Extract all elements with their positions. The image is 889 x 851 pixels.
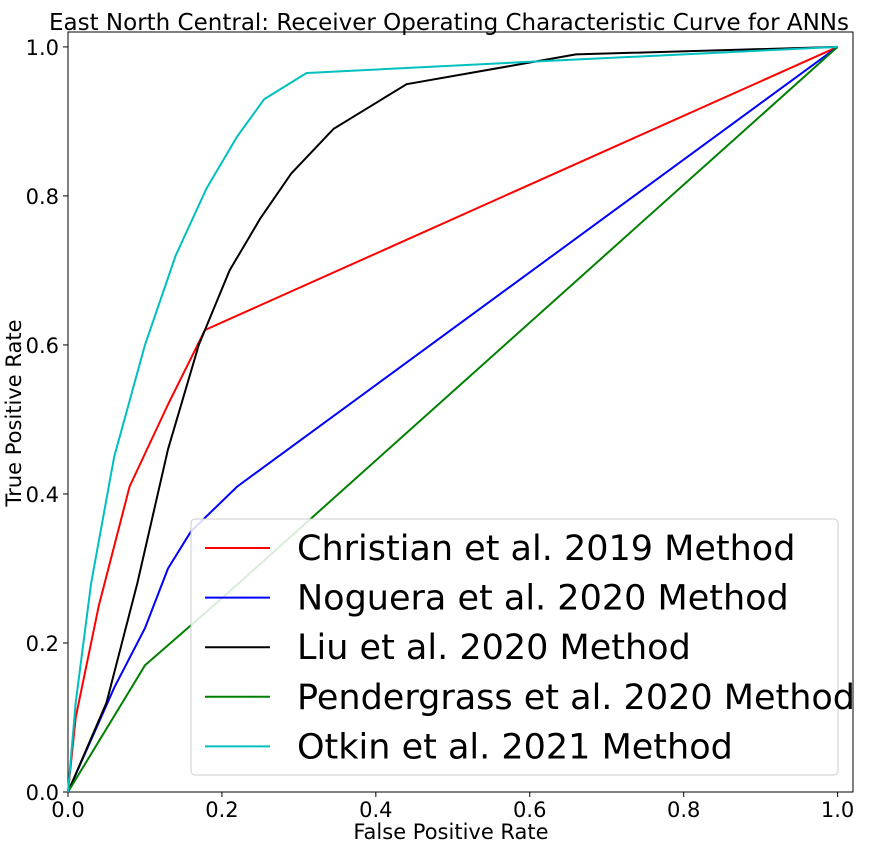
x-axis-label: False Positive Rate [353,820,548,844]
x-tick-label: 0.0 [51,798,84,822]
axes-frame [67,31,854,793]
x-tick-label: 0.4 [359,798,392,822]
x-tick-label: 1.0 [821,798,854,822]
x-tick-label: 0.2 [205,798,238,822]
legend-label-5: Otkin et al. 2021 Method [297,727,733,767]
x-tick-label: 0.6 [513,798,546,822]
y-axis-label: True Positive Rate [2,319,26,507]
legend-label-4: Pendergrass et al. 2020 Method [297,678,855,718]
series-line-3 [67,45,838,793]
y-tick-label: 0.8 [26,185,59,209]
x-axis: 0.0 0.2 0.4 0.6 0.8 1.0 [51,792,854,822]
y-tick-label: 0.4 [26,483,59,507]
legend-box [190,518,839,776]
y-axis: 0.0 0.2 0.4 0.6 0.8 1.0 [26,36,68,805]
legend-label-1: Christian et al. 2019 Method [297,529,795,569]
y-tick-label: 0.6 [26,334,59,358]
y-tick-label: 0.2 [26,632,59,656]
legend: Christian et al. 2019 Method Noguera et a… [190,518,855,776]
plot-area [67,31,854,793]
y-tick-label: 0.0 [26,781,59,805]
series-line-5 [67,45,838,793]
legend-label-2: Noguera et al. 2020 Method [297,579,789,619]
series-line-4 [67,46,839,793]
series-lines [67,45,839,793]
x-tick-label: 0.8 [667,798,700,822]
legend-label-3: Liu et al. 2020 Method [297,628,691,668]
y-tick-label: 1.0 [26,36,59,60]
